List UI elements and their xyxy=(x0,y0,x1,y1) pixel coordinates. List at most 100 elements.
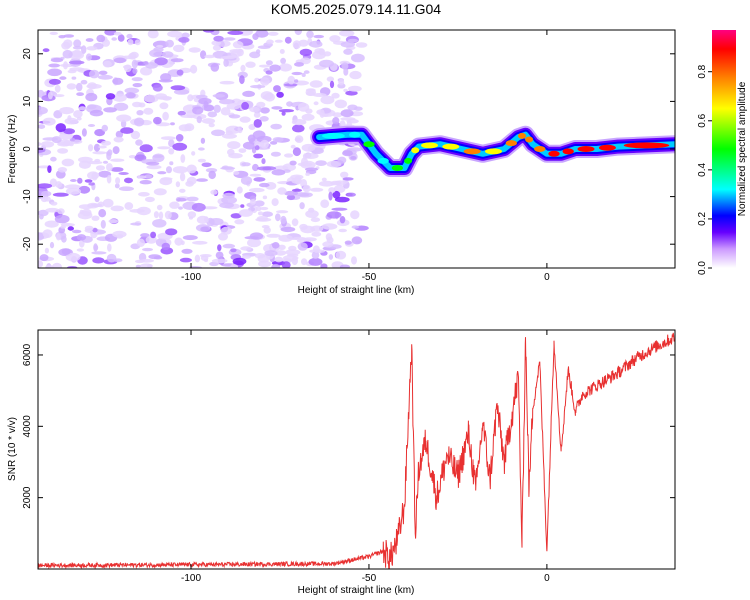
noise-blob xyxy=(94,158,101,163)
noise-blob xyxy=(147,30,159,39)
noise-blob xyxy=(297,192,313,198)
noise-blob xyxy=(45,265,54,268)
noise-blob xyxy=(133,117,145,127)
noise-blob xyxy=(310,217,321,223)
noise-blob xyxy=(274,256,284,263)
ridge-hotspot xyxy=(411,147,420,154)
noise-blob xyxy=(331,207,348,211)
snr-panel: -100 -50 0 2000 4000 6000 Height of straight … xyxy=(7,329,676,596)
spectrogram-ytick-label: 10 xyxy=(22,95,33,107)
noise-blob xyxy=(64,184,81,189)
snr-xtick-label: 0 xyxy=(544,573,550,584)
noise-blob xyxy=(91,172,98,181)
noise-blob xyxy=(160,177,173,181)
noise-blob xyxy=(200,226,209,232)
noise-blob xyxy=(49,241,55,249)
noise-blob xyxy=(342,150,353,157)
noise-blob xyxy=(153,211,159,219)
noise-blob xyxy=(81,128,87,137)
noise-blob xyxy=(65,187,81,195)
noise-blob xyxy=(280,57,286,64)
noise-blob xyxy=(223,37,236,41)
noise-blob xyxy=(162,51,174,58)
noise-blob xyxy=(223,58,229,67)
noise-blob xyxy=(285,249,301,256)
noise-blob xyxy=(44,247,50,254)
noise-blob xyxy=(264,250,278,257)
noise-blob xyxy=(78,106,87,111)
noise-blob xyxy=(48,78,61,85)
noise-blob xyxy=(259,206,269,211)
noise-blob xyxy=(177,110,186,116)
noise-blob xyxy=(198,147,205,151)
noise-blob xyxy=(256,215,269,222)
noise-blob xyxy=(38,106,48,115)
noise-blob xyxy=(291,218,299,227)
noise-blob xyxy=(58,35,66,39)
noise-blob xyxy=(156,204,163,211)
noise-blob xyxy=(78,156,93,163)
noise-blob xyxy=(219,99,235,105)
noise-blob xyxy=(55,123,66,133)
noise-blob xyxy=(236,186,243,194)
noise-blob xyxy=(227,30,244,35)
noise-blob xyxy=(38,89,45,98)
noise-blob xyxy=(305,172,310,176)
noise-blob xyxy=(323,51,332,57)
ridge-hotspot xyxy=(442,143,460,150)
noise-blob xyxy=(256,101,266,108)
noise-blob xyxy=(302,237,317,242)
noise-blob xyxy=(212,45,221,51)
noise-blob xyxy=(116,114,132,122)
noise-blob xyxy=(182,235,198,241)
noise-blob xyxy=(103,107,117,113)
noise-blob xyxy=(128,52,137,60)
noise-blob xyxy=(244,236,259,240)
noise-blob xyxy=(208,170,216,180)
noise-blob xyxy=(63,39,73,48)
noise-blob xyxy=(264,92,275,102)
noise-blob xyxy=(157,96,172,100)
noise-blob xyxy=(149,49,163,58)
noise-blob xyxy=(187,94,194,102)
noise-blob xyxy=(337,156,347,164)
noise-blob xyxy=(203,104,215,112)
noise-blob xyxy=(89,69,100,79)
noise-blob xyxy=(112,146,120,155)
noise-blob xyxy=(222,133,237,139)
noise-blob xyxy=(253,119,262,128)
spectrogram-ylabel: Frequency (Hz) xyxy=(7,115,18,184)
noise-blob xyxy=(319,59,334,68)
noise-blob xyxy=(178,37,190,43)
noise-blob xyxy=(300,57,311,65)
noise-blob xyxy=(334,180,346,186)
noise-blob xyxy=(186,176,197,185)
noise-blob xyxy=(101,124,109,132)
noise-blob xyxy=(230,263,238,268)
noise-blob xyxy=(170,122,175,126)
ridge-hotspot xyxy=(525,136,534,143)
noise-blob xyxy=(124,177,133,184)
noise-blob xyxy=(280,215,287,225)
noise-blob xyxy=(238,148,247,154)
noise-blob xyxy=(211,129,225,137)
noise-blob xyxy=(84,179,93,183)
noise-blob xyxy=(48,63,61,68)
noise-blob xyxy=(180,240,185,246)
spectrogram-xtick-label: 0 xyxy=(544,272,550,283)
noise-blob xyxy=(96,34,106,43)
noise-blob xyxy=(245,61,256,68)
noise-blob xyxy=(156,44,164,48)
noise-blob xyxy=(353,106,363,111)
colorbar-ticks: 0.0 0.2 0.4 0.6 0.8 xyxy=(697,64,712,275)
noise-blob xyxy=(262,195,268,200)
noise-blob xyxy=(312,245,320,253)
noise-blob xyxy=(294,62,304,67)
noise-blob xyxy=(255,49,261,54)
noise-blob xyxy=(50,156,57,162)
noise-blob xyxy=(190,64,198,74)
ridge-hotspot xyxy=(391,165,404,171)
noise-blob xyxy=(181,32,190,39)
ridge-hotspot xyxy=(518,132,526,139)
